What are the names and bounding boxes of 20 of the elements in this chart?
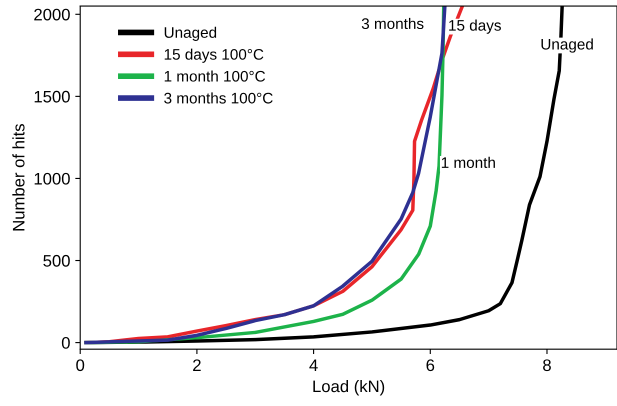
annotation: 3 months bbox=[362, 18, 424, 30]
legend-label: Unaged bbox=[164, 26, 216, 41]
x-tick-label: 6 bbox=[426, 359, 434, 372]
y-tick-label: 0 bbox=[62, 336, 70, 349]
legend-label: 1 month 100°C bbox=[164, 70, 266, 82]
x-tick-label: 4 bbox=[309, 359, 318, 371]
x-axis-title: Load (kN) bbox=[313, 380, 384, 396]
y-tick-label: 1500 bbox=[34, 90, 70, 103]
annotation: 1 month bbox=[442, 156, 495, 168]
x-tick-label: 0 bbox=[76, 359, 84, 372]
legend-label: 3 months 100°C bbox=[164, 92, 273, 104]
y-tick-label: 2000 bbox=[34, 8, 70, 20]
x-tick-label: 8 bbox=[543, 359, 551, 372]
legend-label: 15 days 100°C bbox=[164, 48, 264, 63]
y-axis-title: Number of hits bbox=[12, 124, 25, 230]
x-tick-label: 2 bbox=[193, 359, 201, 371]
annotation: 15 days bbox=[449, 20, 501, 34]
y-tick-label: 500 bbox=[43, 254, 70, 267]
y-tick-label: 1000 bbox=[34, 172, 70, 185]
annotation: Unaged bbox=[542, 38, 593, 53]
